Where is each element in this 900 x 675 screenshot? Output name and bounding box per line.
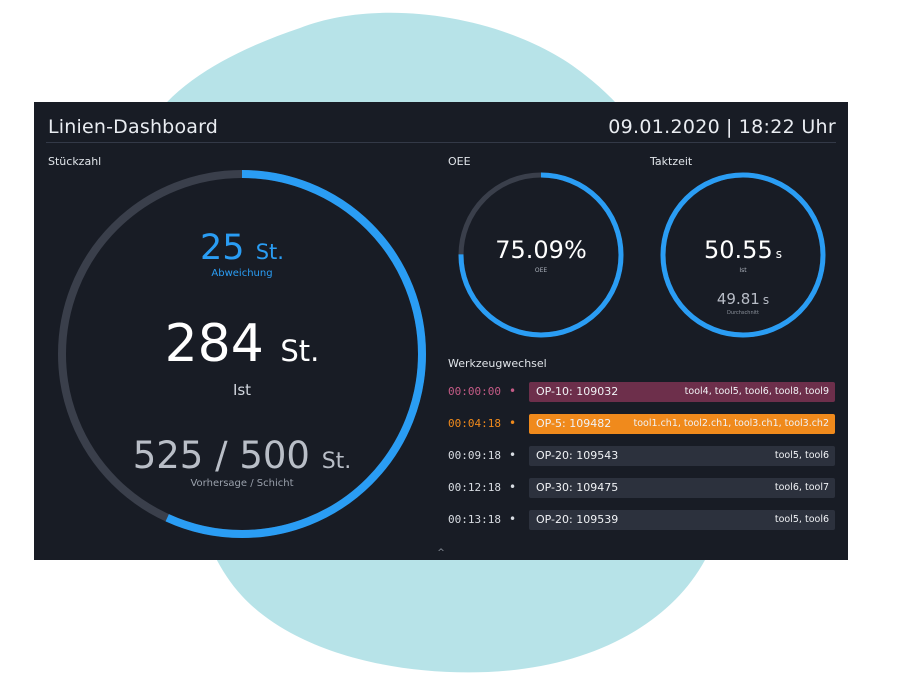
- forecast-label: Vorhersage / Schicht: [190, 478, 294, 489]
- actual-count-label: Ist: [232, 381, 252, 399]
- piece-count-label: Stückzahl: [48, 155, 102, 168]
- header-separator: |: [726, 116, 733, 138]
- cycle-time-actual-number: 50.55: [704, 236, 773, 264]
- tool-change-bar: OP-30: 109475 tool6, tool7: [529, 478, 835, 498]
- tool-change-row[interactable]: 00:13:18 • OP-20: 109539 tool5, tool6: [446, 510, 836, 530]
- chevron-up-icon[interactable]: ^: [437, 548, 445, 558]
- forecast-number: 525 / 500: [132, 434, 310, 477]
- piece-count-gauge-progress: [58, 170, 426, 538]
- tool-change-bar: OP-5: 109482 tool1.ch1, tool2.ch1, tool3…: [529, 414, 835, 434]
- tool-change-row[interactable]: 00:04:18 • OP-5: 109482 tool1.ch1, tool2…: [446, 414, 836, 434]
- cycle-time-average-value: 49.81 s: [658, 290, 828, 308]
- tool-change-time: 00:09:18: [448, 449, 501, 462]
- gauges-layer: [58, 170, 826, 538]
- header-time: 18:22 Uhr: [738, 116, 836, 138]
- timeline-dot-icon: •: [509, 480, 517, 494]
- tool-change-bar: OP-20: 109543 tool5, tool6: [529, 446, 835, 466]
- forecast-unit: St.: [321, 449, 352, 474]
- tool-change-operation: OP-30: 109475: [536, 481, 619, 494]
- cycle-time-actual-unit: s: [775, 247, 782, 261]
- cycle-time-actual-value: 50.55 s: [658, 236, 828, 264]
- tool-change-time: 00:04:18: [448, 417, 501, 430]
- tool-change-time: 00:13:18: [448, 513, 501, 526]
- deviation-label: Abweichung: [211, 268, 273, 279]
- tool-change-time: 00:12:18: [448, 481, 501, 494]
- forecast-value: 525 / 500 St.: [92, 434, 392, 477]
- tool-changes-label: Werkzeugwechsel: [448, 357, 547, 370]
- timeline-dot-icon: •: [509, 448, 517, 462]
- cycle-time-actual-label: Ist: [739, 267, 747, 274]
- cycle-time-average-label: Durchschnitt: [727, 310, 759, 316]
- tool-change-tools: tool4, tool5, tool6, tool8, tool9: [684, 386, 829, 397]
- tool-change-row[interactable]: 00:09:18 • OP-20: 109543 tool5, tool6: [446, 446, 836, 466]
- oee-value: 75.09%: [495, 236, 587, 264]
- tool-change-tools: tool1.ch1, tool2.ch1, tool3.ch1, tool3.c…: [633, 418, 829, 429]
- deviation-number: 25: [200, 228, 245, 268]
- deviation-value: 25 St.: [152, 228, 332, 268]
- actual-count-value: 284 St.: [122, 314, 362, 374]
- oee-gauge-progress: [458, 172, 624, 338]
- tool-change-tools: tool5, tool6: [774, 450, 829, 461]
- oee-label: OEE: [448, 155, 471, 168]
- tool-change-bar: OP-10: 109032 tool4, tool5, tool6, tool8…: [529, 382, 835, 402]
- header-divider: [46, 142, 836, 143]
- actual-count-number: 284: [164, 314, 264, 374]
- timeline-dot-icon: •: [509, 416, 517, 430]
- oee-sub-label: OEE: [534, 267, 548, 274]
- header-datetime: 09.01.2020 | 18:22 Uhr: [608, 116, 836, 138]
- actual-count-unit: St.: [280, 334, 320, 368]
- tool-change-tools: tool6, tool7: [774, 482, 829, 493]
- timeline-dot-icon: •: [509, 384, 517, 398]
- tool-change-operation: OP-10: 109032: [536, 385, 619, 398]
- timeline-dot-icon: •: [509, 512, 517, 526]
- tool-change-bar: OP-20: 109539 tool5, tool6: [529, 510, 835, 530]
- cycle-time-label: Taktzeit: [650, 155, 693, 168]
- tool-change-time: 00:00:00: [448, 385, 501, 398]
- cycle-time-average-unit: s: [762, 293, 770, 307]
- deviation-unit: St.: [255, 240, 284, 264]
- tool-change-operation: OP-20: 109539: [536, 513, 619, 526]
- cycle-time-gauge-progress: [660, 172, 826, 338]
- tool-change-operation: OP-20: 109543: [536, 449, 619, 462]
- dashboard-panel: Linien-Dashboard 09.01.2020 | 18:22 Uhr St…: [34, 102, 848, 560]
- tool-change-tools: tool5, tool6: [774, 514, 829, 525]
- tool-change-row[interactable]: 00:00:00 • OP-10: 109032 tool4, tool5, t…: [446, 382, 836, 402]
- dashboard-title: Linien-Dashboard: [48, 116, 219, 138]
- tool-change-operation: OP-5: 109482: [536, 417, 612, 430]
- header-date: 09.01.2020: [608, 116, 721, 138]
- tool-change-row[interactable]: 00:12:18 • OP-30: 109475 tool6, tool7: [446, 478, 836, 498]
- cycle-time-average-number: 49.81: [716, 290, 760, 308]
